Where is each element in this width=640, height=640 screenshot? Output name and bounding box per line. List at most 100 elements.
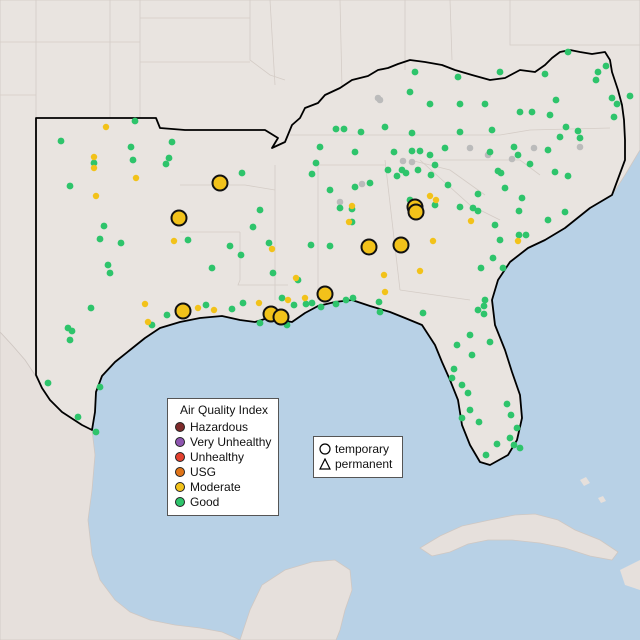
station-good-marker[interactable] — [466, 406, 474, 414]
station-good-marker[interactable] — [528, 108, 536, 116]
station-good-marker[interactable] — [349, 294, 357, 302]
station-moderate-marker[interactable] — [380, 271, 388, 279]
station-good-marker[interactable] — [456, 203, 464, 211]
station-good-marker[interactable] — [592, 76, 600, 84]
station-good-marker[interactable] — [626, 92, 634, 100]
station-moderate-marker[interactable] — [170, 237, 178, 245]
station-good-marker[interactable] — [393, 172, 401, 180]
station-good-marker[interactable] — [165, 154, 173, 162]
station-good-marker[interactable] — [127, 143, 135, 151]
station-good-marker[interactable] — [486, 148, 494, 156]
station-good-marker[interactable] — [290, 301, 298, 309]
station-good-marker[interactable] — [202, 301, 210, 309]
station-good-marker[interactable] — [366, 179, 374, 187]
station-good-marker[interactable] — [351, 183, 359, 191]
station-good-marker[interactable] — [228, 305, 236, 313]
station-good-marker[interactable] — [129, 156, 137, 164]
station-good-marker[interactable] — [456, 128, 464, 136]
station-good-marker[interactable] — [357, 128, 365, 136]
temporary-monitor-moderate-marker[interactable] — [272, 308, 290, 326]
station-good-marker[interactable] — [326, 242, 334, 250]
station-good-marker[interactable] — [516, 108, 524, 116]
station-good-marker[interactable] — [265, 239, 273, 247]
station-good-marker[interactable] — [431, 161, 439, 169]
station-good-marker[interactable] — [419, 309, 427, 317]
temporary-monitor-moderate-marker[interactable] — [170, 209, 188, 227]
station-good-marker[interactable] — [444, 181, 452, 189]
station-good-marker[interactable] — [414, 166, 422, 174]
station-good-marker[interactable] — [481, 100, 489, 108]
station-good-marker[interactable] — [308, 170, 316, 178]
station-good-marker[interactable] — [249, 223, 257, 231]
station-good-marker[interactable] — [488, 126, 496, 134]
station-good-marker[interactable] — [544, 146, 552, 154]
temporary-monitor-moderate-marker[interactable] — [392, 236, 410, 254]
station-good-marker[interactable] — [499, 264, 507, 272]
station-good-marker[interactable] — [87, 304, 95, 312]
station-moderate-marker[interactable] — [467, 217, 475, 225]
station-good-marker[interactable] — [342, 296, 350, 304]
station-good-marker[interactable] — [556, 133, 564, 141]
station-moderate-marker[interactable] — [429, 237, 437, 245]
station-good-marker[interactable] — [427, 171, 435, 179]
station-good-marker[interactable] — [44, 379, 52, 387]
station-good-marker[interactable] — [448, 374, 456, 382]
station-good-marker[interactable] — [602, 62, 610, 70]
station-good-marker[interactable] — [384, 166, 392, 174]
station-moderate-marker[interactable] — [426, 192, 434, 200]
station-good-marker[interactable] — [610, 113, 618, 121]
station-good-marker[interactable] — [68, 327, 76, 335]
station-good-marker[interactable] — [332, 125, 340, 133]
station-good-marker[interactable] — [66, 182, 74, 190]
station-good-marker[interactable] — [375, 298, 383, 306]
station-good-marker[interactable] — [574, 127, 582, 135]
station-good-marker[interactable] — [239, 299, 247, 307]
station-good-marker[interactable] — [92, 428, 100, 436]
station-moderate-marker[interactable] — [514, 237, 522, 245]
station-good-marker[interactable] — [481, 296, 489, 304]
station-good-marker[interactable] — [456, 100, 464, 108]
station-good-marker[interactable] — [464, 389, 472, 397]
station-good-marker[interactable] — [426, 151, 434, 159]
station-offline-marker[interactable] — [399, 157, 407, 165]
station-good-marker[interactable] — [496, 68, 504, 76]
temporary-monitor-moderate-marker[interactable] — [316, 285, 334, 303]
station-good-marker[interactable] — [562, 123, 570, 131]
station-good-marker[interactable] — [514, 151, 522, 159]
station-moderate-marker[interactable] — [194, 304, 202, 312]
station-moderate-marker[interactable] — [92, 192, 100, 200]
station-moderate-marker[interactable] — [292, 274, 300, 282]
station-good-marker[interactable] — [486, 338, 494, 346]
temporary-monitor-moderate-marker[interactable] — [407, 203, 425, 221]
station-good-marker[interactable] — [390, 148, 398, 156]
station-good-marker[interactable] — [458, 414, 466, 422]
station-good-marker[interactable] — [506, 434, 514, 442]
station-good-marker[interactable] — [351, 148, 359, 156]
station-good-marker[interactable] — [454, 73, 462, 81]
station-good-marker[interactable] — [515, 231, 523, 239]
station-moderate-marker[interactable] — [268, 245, 276, 253]
station-good-marker[interactable] — [551, 168, 559, 176]
station-good-marker[interactable] — [489, 254, 497, 262]
station-good-marker[interactable] — [475, 418, 483, 426]
station-good-marker[interactable] — [104, 261, 112, 269]
station-good-marker[interactable] — [408, 129, 416, 137]
station-moderate-marker[interactable] — [345, 218, 353, 226]
station-moderate-marker[interactable] — [416, 267, 424, 275]
station-good-marker[interactable] — [226, 242, 234, 250]
station-good-marker[interactable] — [317, 303, 325, 311]
station-good-marker[interactable] — [302, 300, 310, 308]
station-moderate-marker[interactable] — [301, 294, 309, 302]
station-offline-marker[interactable] — [530, 144, 538, 152]
station-good-marker[interactable] — [426, 100, 434, 108]
station-good-marker[interactable] — [96, 235, 104, 243]
station-good-marker[interactable] — [515, 207, 523, 215]
station-good-marker[interactable] — [162, 160, 170, 168]
station-good-marker[interactable] — [450, 365, 458, 373]
station-good-marker[interactable] — [441, 144, 449, 152]
station-good-marker[interactable] — [256, 206, 264, 214]
station-good-marker[interactable] — [474, 306, 482, 314]
station-good-marker[interactable] — [501, 184, 509, 192]
station-good-marker[interactable] — [474, 207, 482, 215]
